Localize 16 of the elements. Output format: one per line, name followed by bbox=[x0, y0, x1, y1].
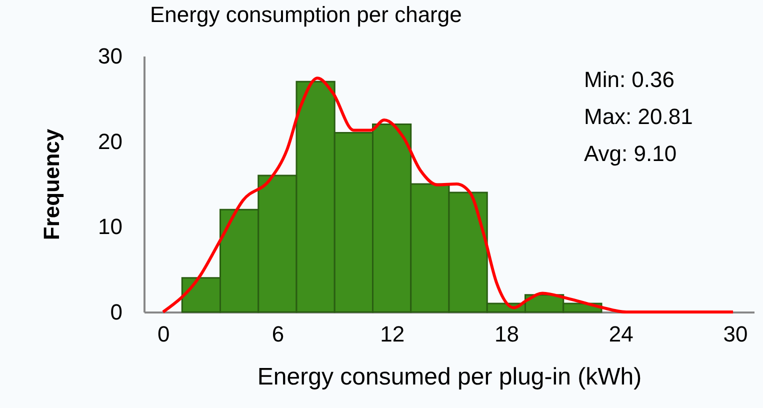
x-tick-label: 12 bbox=[380, 322, 405, 346]
x-tick-label: 6 bbox=[272, 322, 284, 346]
chart-title: Energy consumption per charge bbox=[150, 2, 462, 27]
x-tick-label: 18 bbox=[494, 322, 519, 346]
x-tick-label: 0 bbox=[157, 322, 170, 346]
annotation: Min: 0.36 bbox=[584, 67, 674, 92]
annotation: Max: 20.81 bbox=[584, 104, 693, 129]
y-tick-label: 20 bbox=[98, 128, 122, 154]
x-tick-label: 30 bbox=[723, 322, 748, 346]
x-axis-title: Energy consumed per plug-in (kWh) bbox=[257, 364, 642, 390]
y-tick-label: 10 bbox=[98, 214, 122, 240]
x-tick-label: 24 bbox=[608, 322, 634, 346]
y-axis-title: Frequency bbox=[39, 128, 64, 240]
annotation: Avg: 9.10 bbox=[584, 141, 677, 166]
y-tick-label: 0 bbox=[110, 300, 122, 324]
y-tick-label: 30 bbox=[98, 44, 122, 68]
